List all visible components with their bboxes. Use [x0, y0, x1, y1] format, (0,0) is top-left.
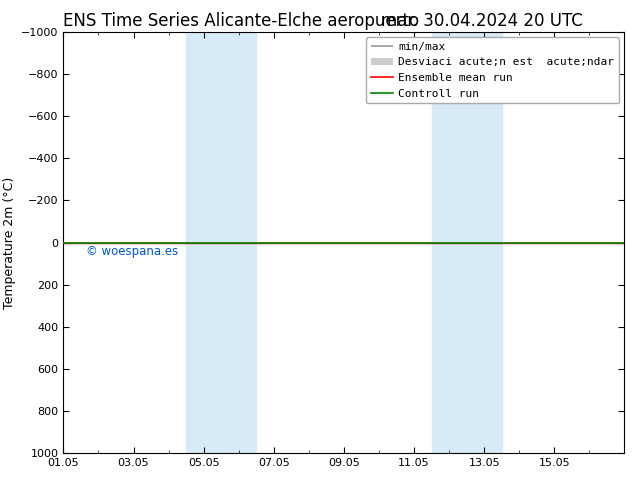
Text: mar. 30.04.2024 20 UTC: mar. 30.04.2024 20 UTC	[381, 12, 583, 30]
Legend: min/max, Desviaci acute;n est  acute;ndar, Ensemble mean run, Controll run: min/max, Desviaci acute;n est acute;ndar…	[366, 37, 619, 103]
Text: ENS Time Series Alicante-Elche aeropuerto: ENS Time Series Alicante-Elche aeropuert…	[63, 12, 419, 30]
Text: © woespana.es: © woespana.es	[86, 245, 178, 258]
Y-axis label: Temperature 2m (°C): Temperature 2m (°C)	[3, 176, 16, 309]
Bar	[186, 32, 256, 453]
Bar	[432, 32, 501, 453]
